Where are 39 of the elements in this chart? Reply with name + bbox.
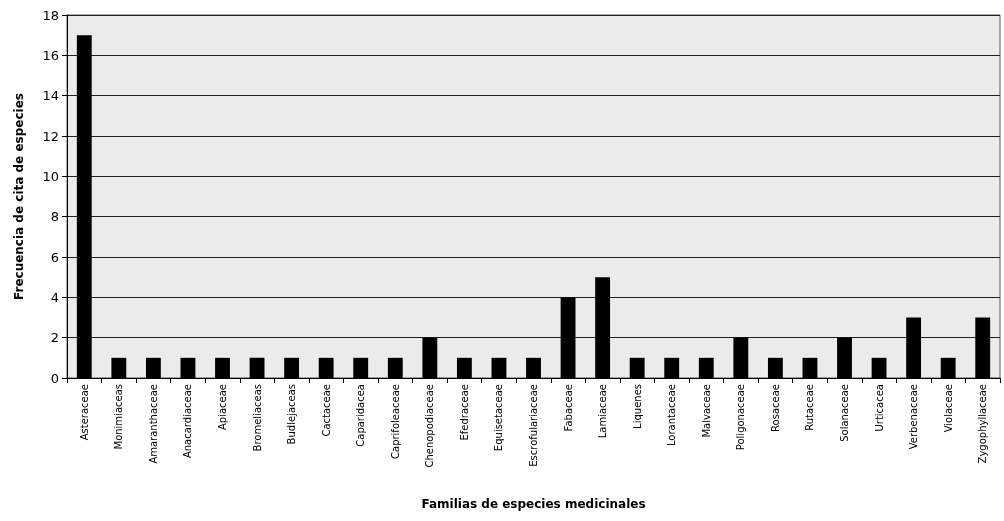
- x-tick-label: Caprifoleaceae: [389, 384, 401, 459]
- x-tick-label: Urticacea: [873, 384, 885, 432]
- x-tick-label: Rosaceae: [769, 384, 781, 432]
- y-tick-label: 8: [50, 209, 59, 225]
- y-tick-label: 4: [50, 289, 59, 305]
- x-tick-label: Solanaceae: [839, 384, 850, 442]
- y-tick-label: 2: [50, 330, 59, 346]
- x-tick-label: Amaranthaceae: [147, 384, 159, 464]
- x-tick-label: Lorantaceae: [666, 384, 678, 447]
- y-tick-label: 12: [42, 128, 59, 144]
- x-tick-label: Bromeliaceas: [251, 384, 263, 452]
- x-tick-label: Cactaceae: [320, 384, 332, 437]
- x-tick-label: Rutaceae: [804, 384, 816, 431]
- x-tick-label: Zygophyllaceae: [977, 384, 989, 464]
- x-axis-title: Familias de especies medicinales: [421, 497, 646, 511]
- x-tick-label: Verbenaceae: [908, 384, 920, 450]
- x-tick-label: Efedraceae: [458, 384, 470, 441]
- x-tick-label: Monimiaceas: [113, 384, 125, 450]
- y-tick-label: 16: [42, 47, 59, 63]
- y-tick-label: 18: [42, 7, 59, 23]
- x-tick-label: Malvaceae: [700, 384, 712, 438]
- x-tick-label: Violaceae: [942, 384, 954, 433]
- x-tick-label: Anacardiaceae: [182, 384, 194, 459]
- x-tick-label: Asteraceae: [78, 384, 90, 441]
- x-tick-label: Lamiaceae: [597, 384, 609, 439]
- x-tick-label: Fabaceae: [562, 384, 574, 432]
- x-tick-label: Caparidacea: [355, 384, 367, 447]
- y-tick-label: 10: [42, 168, 59, 184]
- y-axis-title: Frecuencia de cita de especies: [12, 93, 26, 300]
- x-tick-label: Equisetaceae: [493, 384, 505, 452]
- x-tick-label: Escrofulariaceae: [528, 384, 539, 467]
- x-tick-label: Apiaceae: [217, 384, 228, 431]
- y-tick-label: 0: [50, 370, 59, 386]
- y-tick-label: 6: [50, 249, 59, 265]
- x-tick-label: Liquenes: [631, 384, 643, 429]
- x-tick-label: Chenopodiaceae: [424, 384, 436, 468]
- x-tick-label: Budlejaceas: [286, 384, 298, 445]
- y-tick-label: 14: [42, 88, 59, 104]
- x-tick-label: Poligonaceae: [735, 384, 747, 451]
